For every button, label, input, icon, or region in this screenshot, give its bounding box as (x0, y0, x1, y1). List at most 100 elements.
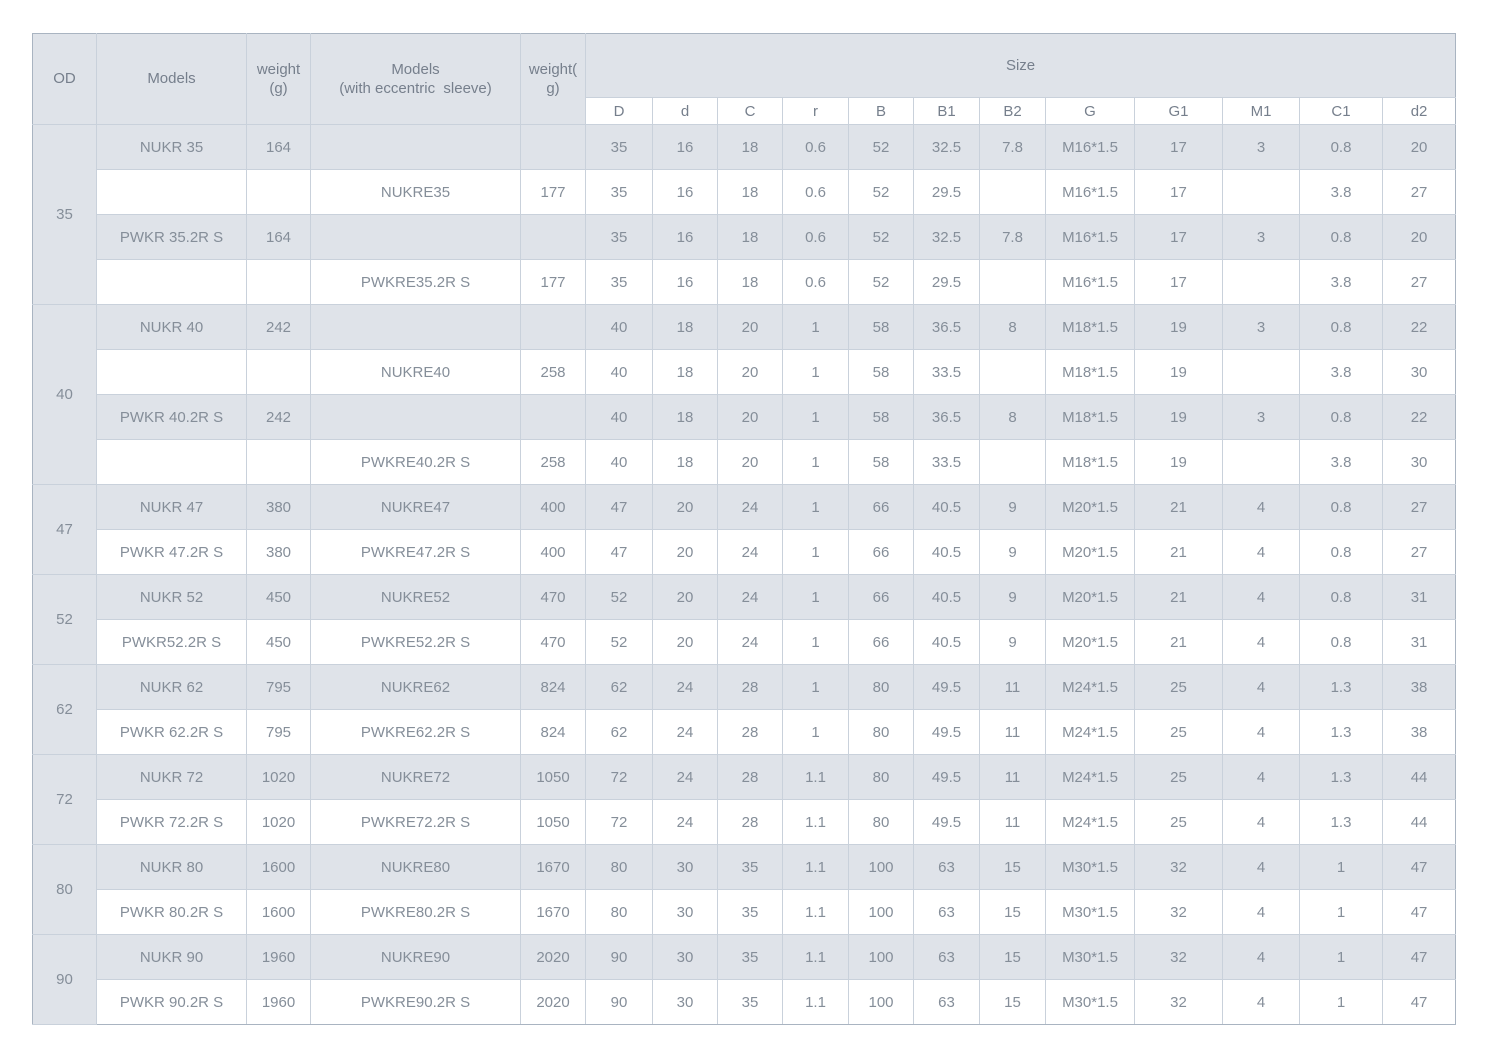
size-cell-r: 1 (782, 304, 849, 350)
models-eccentric-header: Models (with eccentric sleeve) (310, 33, 521, 125)
size-cell-G: M24*1.5 (1045, 799, 1135, 845)
size-cell-C: 24 (717, 529, 783, 575)
weight-cell: 1600 (246, 844, 311, 890)
size-cell-M1 (1222, 259, 1300, 305)
size-cell-B: 80 (848, 754, 914, 800)
size-cell-D: 40 (585, 394, 653, 440)
size-cell-G1: 25 (1134, 709, 1223, 755)
table-body: 35 NUKR 35 164 35 16 18 0.6 52 32.5 7.8 M16*1.5 17 3… (32, 124, 1457, 1025)
weight-eccentric-cell: 1050 (520, 754, 586, 800)
size-cell-M1: 4 (1222, 484, 1300, 530)
size-cell-G: M18*1.5 (1045, 349, 1135, 395)
size-cell-C: 18 (717, 169, 783, 215)
table-row: NUKRE35 177 35 16 18 0.6 52 29.5 M16*1.5 17 3.8 27 (33, 169, 1457, 215)
size-cell-B: 58 (848, 439, 914, 485)
size-cell-B2: 15 (979, 934, 1046, 980)
model-cell: NUKR 52 (96, 574, 247, 620)
size-cell-d2: 31 (1381, 574, 1457, 620)
size-cell-M1 (1222, 349, 1300, 395)
weight-eccentric-cell (520, 124, 586, 170)
size-cell-G1: 25 (1134, 754, 1223, 800)
size-cell-B: 80 (848, 799, 914, 845)
od-cell: 47 (32, 484, 97, 575)
size-cell-r: 1 (782, 664, 849, 710)
weight-cell (246, 439, 311, 485)
size-cell-B1: 29.5 (913, 169, 980, 215)
weight-eccentric-cell: 2020 (520, 979, 586, 1025)
size-cell-M1: 4 (1222, 574, 1300, 620)
size-cell-d: 16 (652, 169, 718, 215)
size-col-header-d2: d2 (1381, 97, 1457, 125)
model-cell (96, 349, 247, 395)
size-cell-B2 (979, 439, 1046, 485)
model-eccentric-cell: NUKRE80 (310, 844, 521, 890)
size-cell-B: 66 (848, 619, 914, 665)
size-col-header-r: r (782, 97, 849, 125)
model-eccentric-cell: NUKRE90 (310, 934, 521, 980)
size-cell-B2: 8 (979, 394, 1046, 440)
bearing-spec-table: OD Models weight (g) Models (with eccentric… (32, 33, 1457, 1025)
weight-eccentric-cell: 1670 (520, 889, 586, 935)
size-cell-C1: 3.8 (1299, 349, 1383, 395)
size-cell-B2: 11 (979, 709, 1046, 755)
size-cell-G1: 32 (1134, 844, 1223, 890)
size-cell-r: 0.6 (782, 169, 849, 215)
size-cell-B1: 40.5 (913, 574, 980, 620)
size-cell-d: 20 (652, 484, 718, 530)
model-cell: NUKR 62 (96, 664, 247, 710)
size-cell-B1: 49.5 (913, 799, 980, 845)
model-cell: PWKR 72.2R S (96, 799, 247, 845)
size-cell-B2 (979, 349, 1046, 395)
size-cell-B1: 32.5 (913, 214, 980, 260)
size-cell-G1: 17 (1134, 124, 1223, 170)
size-cell-B1: 40.5 (913, 619, 980, 665)
size-cell-M1: 3 (1222, 214, 1300, 260)
od-cell: 72 (32, 754, 97, 845)
size-cell-C1: 1.3 (1299, 799, 1383, 845)
size-cell-B1: 33.5 (913, 349, 980, 395)
weight-eccentric-cell: 824 (520, 664, 586, 710)
weight-cell: 1020 (246, 799, 311, 845)
size-cell-d: 30 (652, 889, 718, 935)
od-cell: 80 (32, 844, 97, 935)
size-cell-B: 58 (848, 349, 914, 395)
size-cell-d: 24 (652, 709, 718, 755)
model-eccentric-cell: PWKRE80.2R S (310, 889, 521, 935)
table-row: 80 NUKR 80 1600 NUKRE80 1670 80 30 35 1.1 100 63 15… (32, 844, 1457, 935)
size-cell-G1: 19 (1134, 439, 1223, 485)
size-cell-M1 (1222, 169, 1300, 215)
table-row: 90 NUKR 90 1960 NUKRE90 2020 90 30 35 1.1 100 63 15… (32, 934, 1457, 1025)
weight-eccentric-cell: 2020 (520, 934, 586, 980)
size-cell-d2: 31 (1381, 619, 1457, 665)
size-cell-C1: 0.8 (1299, 124, 1383, 170)
weight-cell: 380 (246, 484, 311, 530)
size-col-header-G: G (1045, 97, 1135, 125)
size-cell-C1: 0.8 (1299, 484, 1383, 530)
size-cell-C: 20 (717, 304, 783, 350)
weight-cell: 164 (246, 214, 311, 260)
model-cell: PWKR 35.2R S (96, 214, 247, 260)
od-cell: 90 (32, 934, 97, 1025)
size-cell-M1: 3 (1222, 394, 1300, 440)
size-cell-d: 16 (652, 259, 718, 305)
table-row: PWKR 72.2R S 1020 PWKRE72.2R S 1050 72 24 28 1.… (33, 799, 1457, 845)
model-eccentric-cell: PWKRE90.2R S (310, 979, 521, 1025)
size-cell-D: 40 (585, 439, 653, 485)
size-cell-B1: 49.5 (913, 664, 980, 710)
size-cell-B1: 63 (913, 979, 980, 1025)
size-cell-C: 18 (717, 259, 783, 305)
models-header: Models (96, 33, 247, 125)
size-cell-C: 20 (717, 439, 783, 485)
size-cell-C: 28 (717, 754, 783, 800)
model-eccentric-cell: NUKRE52 (310, 574, 521, 620)
size-cell-B2: 9 (979, 484, 1046, 530)
model-cell (96, 259, 247, 305)
size-cell-M1: 4 (1222, 529, 1300, 575)
size-cell-B: 66 (848, 574, 914, 620)
size-cell-d2: 47 (1381, 934, 1457, 980)
model-eccentric-cell: PWKRE62.2R S (310, 709, 521, 755)
size-cell-d: 20 (652, 529, 718, 575)
weight-cell: 242 (246, 394, 311, 440)
size-cell-C1: 1 (1299, 844, 1383, 890)
size-cell-C: 35 (717, 934, 783, 980)
